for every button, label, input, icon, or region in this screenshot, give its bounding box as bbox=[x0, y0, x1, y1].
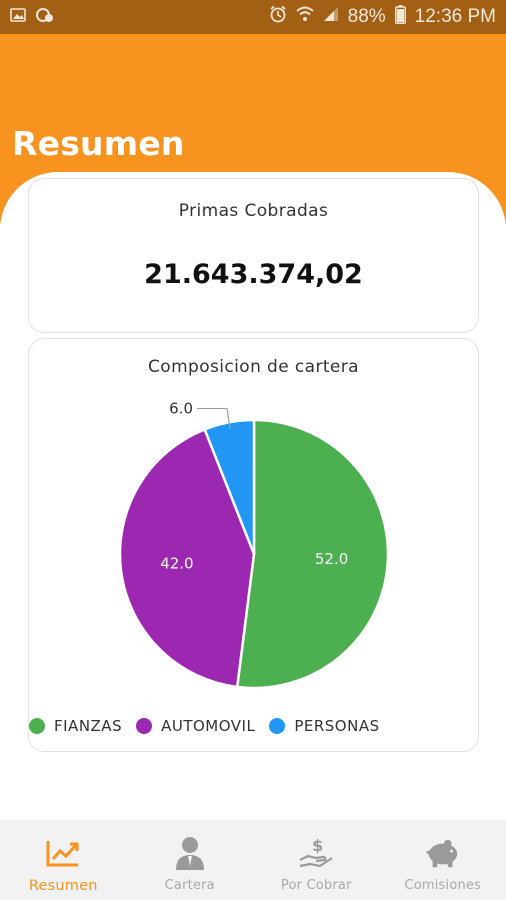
alarm-icon bbox=[269, 5, 287, 29]
piggy-bank-icon bbox=[425, 836, 461, 870]
battery-icon bbox=[394, 4, 406, 30]
legend-swatch-personas bbox=[269, 718, 286, 734]
status-time: 12:36 PM bbox=[414, 6, 496, 27]
nav-item-comisiones[interactable]: Comisiones bbox=[380, 820, 506, 900]
status-system: 88% 12:36 PM bbox=[269, 4, 496, 30]
cartera-card: Composicion de cartera 52.0 42.0 6.0 FIANZ… bbox=[28, 338, 479, 752]
svg-text:$: $ bbox=[312, 836, 323, 855]
chart-legend: FIANZAS AUTOMOVIL PERSONAS bbox=[29, 717, 478, 735]
nav-label-resumen: Resumen bbox=[28, 878, 98, 894]
pie-slice-fianzas bbox=[235, 418, 390, 690]
nav-label-comisiones: Comisiones bbox=[404, 878, 482, 893]
chart-line-icon bbox=[45, 836, 81, 870]
legend-item-fianzas: FIANZAS bbox=[29, 717, 122, 735]
legend-item-personas: PERSONAS bbox=[269, 717, 379, 735]
legend-label-fianzas: FIANZAS bbox=[54, 717, 123, 735]
primas-value: 21.643.374,02 bbox=[144, 259, 363, 290]
battery-percent: 88% bbox=[347, 6, 386, 27]
pie-label-automovil: 42.0 bbox=[160, 555, 193, 573]
pie-label-fianzas: 52.0 bbox=[315, 550, 348, 568]
page-title: Resumen bbox=[12, 124, 185, 163]
signal-icon bbox=[323, 6, 339, 28]
nav-item-resumen[interactable]: Resumen bbox=[0, 820, 127, 900]
cartera-title: Composicion de cartera bbox=[148, 357, 359, 377]
app-notification-icon bbox=[36, 7, 54, 28]
pie-slice-automovil bbox=[118, 427, 256, 689]
bottom-nav: Resumen Cartera $ Por Cobrar Comisiones bbox=[0, 820, 506, 900]
image-notification-icon bbox=[10, 7, 26, 27]
primas-card: Primas Cobradas 21.643.374,02 bbox=[28, 178, 479, 333]
legend-label-personas: PERSONAS bbox=[294, 717, 380, 735]
pie-chart: 52.0 42.0 6.0 bbox=[118, 400, 390, 690]
person-icon bbox=[172, 836, 208, 870]
pie-label-personas: 6.0 bbox=[169, 400, 193, 418]
pie-leader-line-personas bbox=[197, 407, 231, 430]
nav-item-por-cobrar[interactable]: $ Por Cobrar bbox=[253, 820, 380, 900]
status-notifications bbox=[10, 7, 54, 28]
nav-label-por-cobrar: Por Cobrar bbox=[280, 878, 352, 893]
primas-title: Primas Cobradas bbox=[178, 201, 329, 221]
legend-swatch-automovil bbox=[136, 718, 153, 734]
legend-item-automovil: AUTOMOVIL bbox=[136, 717, 255, 735]
status-bar: 88% 12:36 PM bbox=[0, 0, 506, 34]
legend-label-automovil: AUTOMOVIL bbox=[161, 717, 256, 735]
nav-label-cartera: Cartera bbox=[164, 878, 215, 893]
legend-swatch-fianzas bbox=[29, 718, 45, 734]
wifi-icon bbox=[295, 6, 314, 28]
nav-item-cartera[interactable]: Cartera bbox=[127, 820, 254, 900]
hand-dollar-icon: $ bbox=[298, 836, 334, 870]
